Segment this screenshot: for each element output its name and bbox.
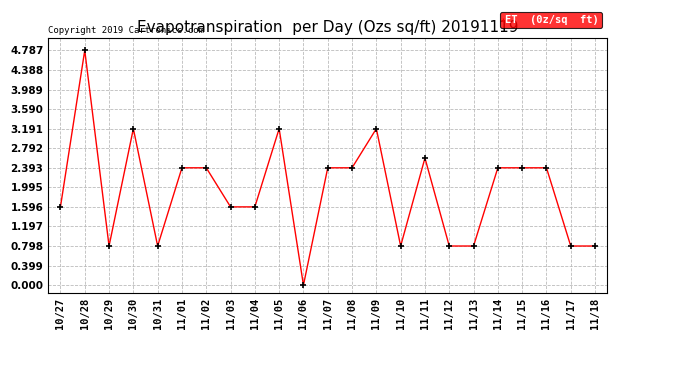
Text: Copyright 2019 Cartronics.com: Copyright 2019 Cartronics.com <box>48 26 204 35</box>
Title: Evapotranspiration  per Day (Ozs sq/ft) 20191119: Evapotranspiration per Day (Ozs sq/ft) 2… <box>137 20 518 35</box>
Legend: ET  (0z/sq  ft): ET (0z/sq ft) <box>500 12 602 28</box>
